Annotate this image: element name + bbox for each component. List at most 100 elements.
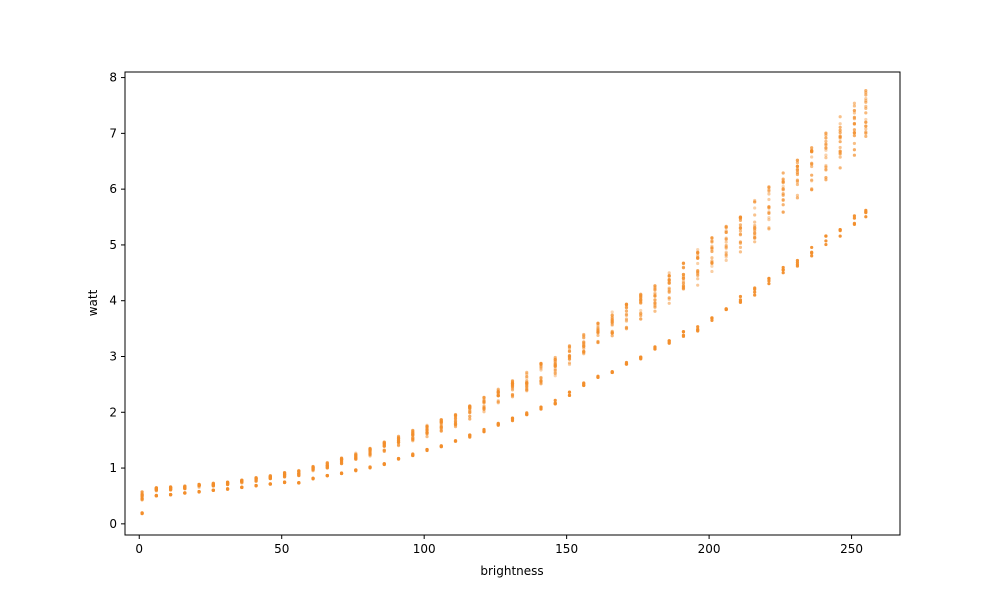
data-point — [510, 392, 515, 397]
data-point — [781, 187, 785, 192]
data-point — [852, 221, 857, 225]
data-point — [482, 427, 486, 432]
data-point — [183, 484, 187, 489]
data-point — [864, 88, 868, 93]
data-point — [795, 182, 800, 187]
data-point — [724, 255, 728, 259]
data-point — [710, 240, 714, 244]
data-point — [653, 304, 657, 308]
data-point — [368, 465, 372, 469]
data-point — [297, 469, 301, 473]
data-point — [696, 325, 700, 329]
data-point — [354, 456, 358, 460]
data-point — [553, 374, 557, 378]
data-point — [596, 340, 600, 345]
data-point — [767, 279, 771, 283]
data-point — [838, 115, 842, 119]
data-point — [539, 364, 543, 369]
data-point — [582, 343, 586, 347]
data-point — [838, 151, 842, 156]
data-point — [795, 164, 800, 169]
data-point — [753, 228, 757, 233]
data-point — [810, 188, 814, 192]
data-point — [567, 345, 572, 349]
y-tick-label: 1 — [109, 461, 117, 475]
data-point — [325, 466, 329, 470]
data-point — [639, 298, 643, 302]
data-point — [553, 363, 557, 367]
x-tick-label: 50 — [274, 542, 289, 556]
data-point — [140, 511, 144, 515]
data-point — [496, 390, 500, 395]
data-point — [653, 291, 657, 295]
data-point — [696, 270, 700, 274]
data-point — [852, 121, 857, 126]
x-tick-label: 150 — [555, 542, 578, 556]
data-point — [781, 210, 785, 215]
data-point — [567, 390, 572, 394]
data-point — [567, 344, 572, 348]
data-point — [510, 392, 515, 397]
data-point — [510, 382, 515, 386]
data-point — [767, 210, 771, 214]
data-point — [795, 172, 800, 177]
data-point — [297, 481, 301, 485]
data-point — [738, 232, 743, 236]
data-point — [864, 100, 868, 104]
x-tick-label: 200 — [698, 542, 721, 556]
data-point — [482, 406, 486, 410]
data-point — [425, 448, 429, 452]
data-point — [354, 453, 358, 457]
data-point — [864, 106, 868, 110]
data-point — [610, 331, 614, 335]
data-point — [639, 314, 643, 318]
data-point — [624, 325, 629, 329]
data-point — [225, 480, 230, 484]
data-point — [753, 286, 757, 290]
data-point — [510, 395, 515, 399]
data-point — [696, 328, 700, 332]
data-point — [667, 301, 671, 305]
y-tick-label: 2 — [109, 405, 117, 419]
data-point — [439, 444, 443, 448]
data-point — [439, 426, 443, 430]
data-point — [439, 420, 443, 424]
data-point — [738, 294, 743, 299]
data-point — [339, 457, 344, 461]
data-point — [781, 184, 785, 188]
data-point — [197, 483, 201, 487]
data-point — [824, 165, 828, 169]
data-point — [596, 330, 600, 334]
data-point — [696, 254, 700, 258]
data-point — [639, 317, 643, 321]
data-point — [368, 452, 372, 456]
data-point — [596, 330, 600, 334]
y-tick-label: 3 — [109, 349, 117, 363]
data-point — [425, 431, 429, 435]
data-point — [838, 155, 842, 159]
data-point — [824, 242, 828, 247]
data-point — [382, 448, 386, 452]
data-point — [297, 473, 301, 477]
data-point — [852, 214, 857, 218]
data-point — [567, 393, 572, 398]
data-point — [738, 233, 743, 237]
data-point — [639, 308, 643, 313]
data-point — [824, 146, 828, 150]
data-point — [838, 234, 842, 238]
data-point — [864, 93, 868, 97]
data-point — [596, 328, 600, 332]
data-point — [681, 276, 686, 280]
data-point — [496, 422, 500, 427]
data-point — [852, 128, 857, 132]
data-point — [254, 479, 258, 483]
data-point — [582, 336, 586, 340]
data-point — [610, 314, 614, 318]
data-point — [781, 187, 785, 191]
y-tick-label: 0 — [109, 517, 117, 531]
data-point — [824, 142, 828, 146]
data-point — [864, 111, 868, 115]
data-point — [539, 379, 543, 383]
data-point — [753, 240, 757, 244]
